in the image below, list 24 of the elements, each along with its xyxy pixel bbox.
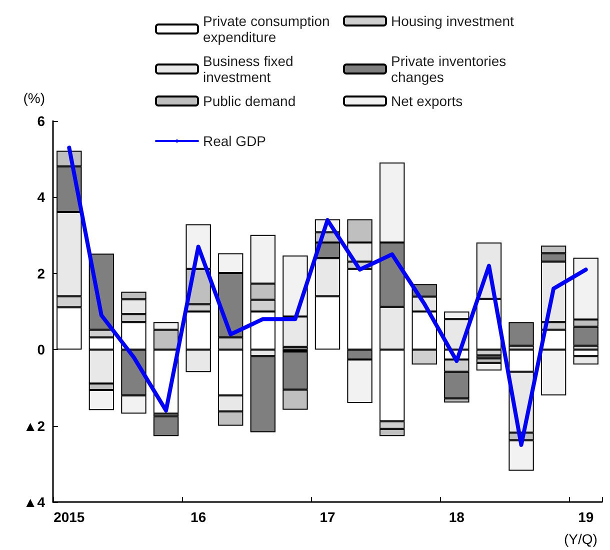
- y-tick-label: 0: [37, 342, 46, 358]
- legend-label: Private consumption expenditure: [203, 13, 334, 45]
- y-axis-title: (%): [23, 90, 45, 106]
- y-tick-label: 2: [37, 265, 46, 282]
- bar: [508, 322, 534, 346]
- x-tick-label: 2015: [54, 509, 85, 525]
- line-series: [67, 146, 588, 447]
- y-tick-label: ▲4: [23, 494, 46, 510]
- x-tick-label: 19: [578, 509, 594, 525]
- x-axis-title: (Y/Q): [564, 531, 598, 547]
- x-tick-label: 17: [320, 509, 336, 525]
- y-tick-label: 4: [37, 189, 46, 206]
- legend-label: Housing investment: [391, 13, 514, 29]
- legend-label: Real GDP: [203, 133, 266, 149]
- legend-label: Public demand: [203, 93, 296, 109]
- x-tick-label: 16: [190, 509, 206, 525]
- legend-label: Private inventories changes: [391, 53, 510, 85]
- legend-label: Net exports: [391, 93, 463, 109]
- x-tick-label: 18: [448, 509, 465, 525]
- legend-label: Business fixed investment: [203, 53, 298, 85]
- y-tick-label: 6: [37, 113, 46, 129]
- bar: [476, 362, 502, 371]
- bar: [153, 416, 179, 436]
- y-tick-label: ▲2: [23, 418, 46, 434]
